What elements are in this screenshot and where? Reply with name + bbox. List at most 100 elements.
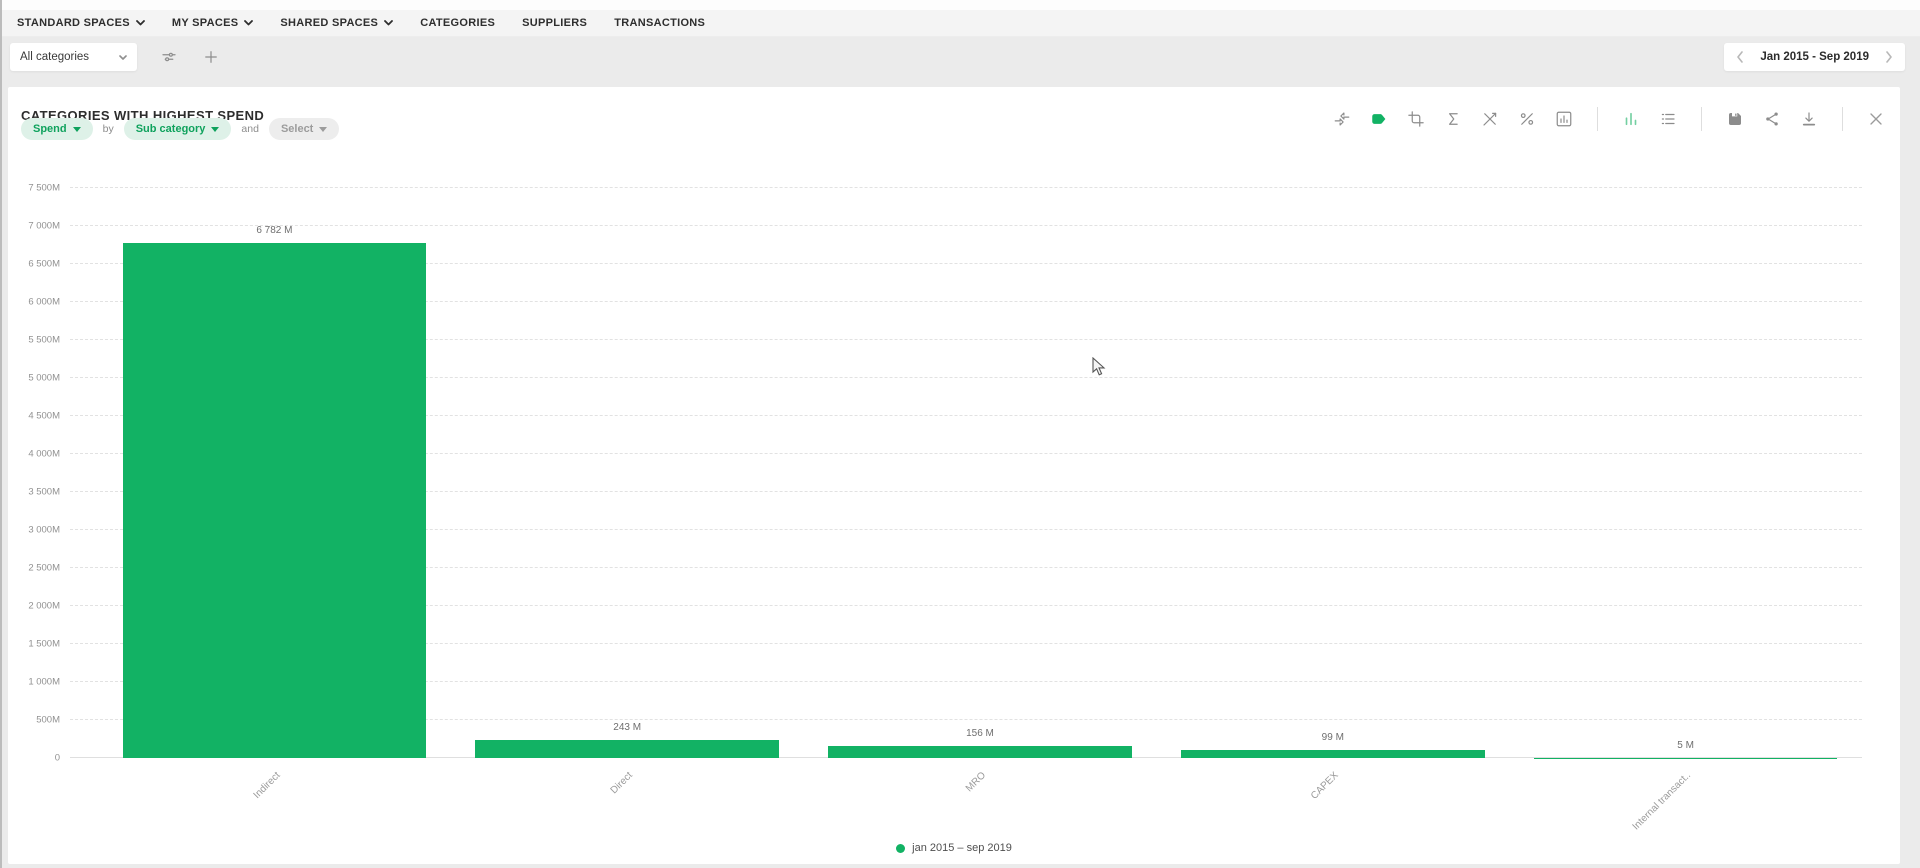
gridline	[70, 491, 1862, 492]
bar-CAPEX[interactable]	[1181, 750, 1485, 758]
chart-legend[interactable]: jan 2015 – sep 2019	[8, 842, 1900, 854]
top-nav: STANDARD SPACES MY SPACES SHARED SPACES …	[0, 10, 1920, 37]
gridline	[70, 415, 1862, 416]
measure-controls: Spend by Sub category and Select	[21, 118, 340, 140]
y-axis-tick-label: 2 000M	[28, 600, 60, 612]
nav-label: CATEGORIES	[420, 17, 496, 29]
toolbar-separator	[1701, 107, 1702, 131]
nav-label: SHARED SPACES	[280, 17, 379, 29]
nav-label: TRANSACTIONS	[614, 17, 706, 29]
compare-arrows-icon[interactable]	[1332, 109, 1352, 129]
x-axis-labels: Indirect Direct MRO CAPEX Internal transact.…	[98, 764, 1862, 832]
y-axis: 0 500M 1 000M 1 500M 2 000M 2 500M 3 000M 3 500…	[12, 183, 64, 764]
bar-value-label: 243 M	[613, 721, 642, 733]
bar-group: 99 M	[1156, 188, 1509, 758]
bars-container: 6 782 M 243 M 156 M 99 M 5 M	[98, 188, 1862, 758]
nav-my-spaces[interactable]: MY SPACES	[171, 17, 254, 29]
bar-value-label: 6 782 M	[256, 224, 293, 236]
bar-MRO[interactable]	[828, 746, 1132, 758]
nav-shared-spaces[interactable]: SHARED SPACES	[280, 17, 394, 29]
filter-icon[interactable]	[159, 47, 179, 67]
nav-label: MY SPACES	[171, 17, 239, 29]
next-period-icon[interactable]	[1885, 51, 1893, 63]
secondary-dimension-select[interactable]: Select	[268, 118, 340, 140]
close-icon[interactable]	[1866, 109, 1886, 129]
measure-select[interactable]: Spend	[21, 118, 93, 140]
y-axis-tick-label: 6 000M	[28, 296, 60, 308]
chevron-down-icon	[319, 126, 328, 132]
gridline	[70, 605, 1862, 606]
y-axis-tick-label: 4 000M	[28, 448, 60, 460]
toolbar-separator	[1597, 107, 1598, 131]
percent-icon[interactable]	[1517, 109, 1537, 129]
crop-icon[interactable]	[1406, 109, 1426, 129]
prev-period-icon[interactable]	[1736, 51, 1744, 63]
bar-value-label: 156 M	[966, 728, 994, 740]
category-filter-value: All categories	[20, 51, 90, 63]
y-axis-tick-label: 4 500M	[28, 410, 60, 422]
share-icon[interactable]	[1762, 109, 1782, 129]
y-axis-tick-label: 7 000M	[28, 220, 60, 232]
chevron-down-icon	[119, 54, 127, 60]
nav-categories[interactable]: CATEGORIES	[420, 17, 495, 29]
download-icon[interactable]	[1799, 109, 1819, 129]
content-area: CATEGORIES WITH HIGHEST SPEND Spend by S…	[0, 77, 1920, 868]
list-view-icon[interactable]	[1658, 109, 1678, 129]
bar-value-label: 99 M	[1321, 732, 1344, 744]
x-axis-category-label: MRO	[963, 770, 988, 795]
category-filter-select[interactable]: All categories	[10, 43, 137, 71]
y-axis-tick-label: 2 500M	[28, 562, 60, 574]
gridline	[70, 225, 1862, 226]
x-axis-category-label: Indirect	[251, 770, 283, 801]
save-icon[interactable]	[1725, 109, 1745, 129]
chevron-down-icon	[72, 126, 81, 132]
chevron-down-icon	[384, 20, 394, 26]
x-axis-category-label: Internal transact..	[1630, 770, 1694, 833]
y-axis-tick-label: 3 500M	[28, 486, 60, 498]
dimension-value: Sub category	[135, 123, 206, 135]
gridline	[70, 263, 1862, 264]
and-label: and	[241, 123, 259, 135]
secondary-dimension-value: Select	[280, 123, 314, 135]
gridline	[70, 719, 1862, 720]
axis-scale-off-icon[interactable]	[1480, 109, 1500, 129]
y-axis-tick-label: 6 500M	[28, 258, 60, 270]
chart-settings-icon[interactable]	[1554, 109, 1574, 129]
y-axis-tick-label: 5 500M	[28, 334, 60, 346]
bar-group: 5 M	[1509, 188, 1862, 758]
add-icon[interactable]	[201, 47, 221, 67]
by-label: by	[102, 123, 114, 135]
gridline	[70, 681, 1862, 682]
bar-Indirect[interactable]	[122, 242, 427, 758]
gridline	[70, 643, 1862, 644]
bar-group: 156 M	[804, 188, 1157, 758]
filter-bar: All categories Jan 2015 - Sep 2019	[0, 37, 1920, 77]
bar-Direct[interactable]	[475, 739, 779, 758]
gridline	[70, 529, 1862, 530]
chevron-down-icon	[211, 126, 220, 132]
x-axis-category-label: Direct	[608, 770, 635, 797]
gridline	[70, 301, 1862, 302]
date-range-value[interactable]: Jan 2015 - Sep 2019	[1760, 51, 1869, 63]
legend-label: jan 2015 – sep 2019	[912, 842, 1012, 854]
nav-suppliers[interactable]: SUPPLIERS	[522, 17, 587, 29]
y-axis-tick-label: 500M	[36, 714, 60, 726]
gridline	[70, 339, 1862, 340]
chart-widget-card: CATEGORIES WITH HIGHEST SPEND Spend by S…	[8, 87, 1900, 864]
bar-group: 243 M	[451, 188, 804, 758]
nav-label: SUPPLIERS	[522, 17, 588, 29]
gridline	[70, 567, 1862, 568]
bar-chart-view-icon[interactable]	[1621, 109, 1641, 129]
label-tag-icon[interactable]	[1369, 109, 1389, 129]
widget-toolbar	[1332, 107, 1886, 131]
y-axis-tick-label: 3 000M	[28, 524, 60, 536]
nav-transactions[interactable]: TRANSACTIONS	[614, 17, 705, 29]
top-strip	[0, 0, 1920, 10]
sum-sigma-icon[interactable]	[1443, 109, 1463, 129]
dimension-select[interactable]: Sub category	[123, 118, 232, 140]
nav-standard-spaces[interactable]: STANDARD SPACES	[17, 17, 145, 29]
x-axis-category-label: CAPEX	[1308, 770, 1341, 802]
gridline	[70, 453, 1862, 454]
window-edge	[0, 0, 2, 868]
nav-label: STANDARD SPACES	[17, 17, 130, 29]
